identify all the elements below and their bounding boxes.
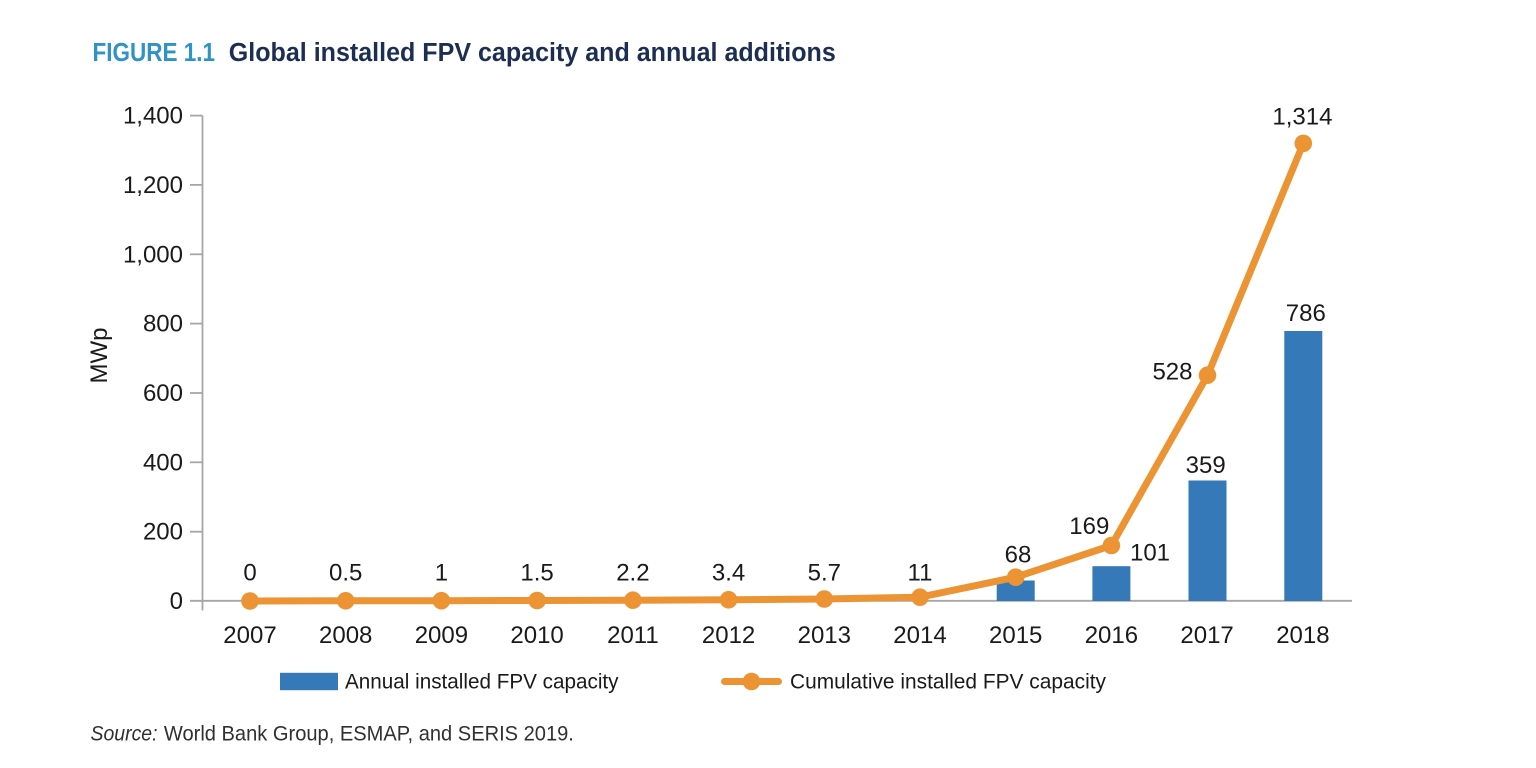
svg-text:2014: 2014 xyxy=(893,622,946,649)
svg-text:2015: 2015 xyxy=(989,622,1042,649)
svg-text:2011: 2011 xyxy=(607,622,659,649)
svg-text:2012: 2012 xyxy=(702,622,755,649)
svg-text:Annual installed FPV capacity: Annual installed FPV capacity xyxy=(345,670,619,693)
svg-text:0: 0 xyxy=(170,588,183,615)
svg-text:1,314: 1,314 xyxy=(1272,104,1332,131)
svg-text:200: 200 xyxy=(143,519,183,546)
svg-text:World Bank Group, ESMAP, and S: World Bank Group, ESMAP, and SERIS 2019. xyxy=(164,723,574,746)
svg-text:2010: 2010 xyxy=(510,622,563,649)
svg-text:101: 101 xyxy=(1130,539,1170,566)
svg-text:68: 68 xyxy=(1005,542,1032,569)
svg-text:2016: 2016 xyxy=(1085,622,1138,649)
svg-text:5.7: 5.7 xyxy=(808,559,841,586)
svg-text:2013: 2013 xyxy=(798,622,851,649)
svg-text:11: 11 xyxy=(908,559,933,586)
svg-text:2007: 2007 xyxy=(223,622,276,649)
svg-text:1,200: 1,200 xyxy=(123,172,183,199)
svg-text:600: 600 xyxy=(143,380,183,407)
svg-text:1.5: 1.5 xyxy=(520,559,553,586)
svg-text:Source:: Source: xyxy=(91,723,158,746)
svg-text:786: 786 xyxy=(1286,300,1326,327)
svg-text:2017: 2017 xyxy=(1180,622,1233,649)
svg-text:800: 800 xyxy=(143,311,183,338)
svg-text:2009: 2009 xyxy=(415,622,468,649)
svg-text:FIGURE 1.1: FIGURE 1.1 xyxy=(93,39,216,67)
svg-text:400: 400 xyxy=(143,449,183,476)
svg-text:2008: 2008 xyxy=(319,622,372,649)
svg-text:1,400: 1,400 xyxy=(123,103,183,130)
svg-text:Cumulative installed FPV capac: Cumulative installed FPV capacity xyxy=(790,670,1106,693)
svg-text:0: 0 xyxy=(243,559,256,586)
svg-text:528: 528 xyxy=(1152,359,1192,386)
svg-text:359: 359 xyxy=(1186,452,1226,479)
svg-text:1: 1 xyxy=(435,559,448,586)
svg-text:3.4: 3.4 xyxy=(712,559,745,586)
svg-text:169: 169 xyxy=(1069,513,1109,540)
svg-text:2.2: 2.2 xyxy=(616,559,649,586)
svg-text:0.5: 0.5 xyxy=(329,559,362,586)
svg-text:2018: 2018 xyxy=(1276,622,1329,649)
svg-text:MWp: MWp xyxy=(86,328,113,384)
svg-text:Global installed FPV capacity: Global installed FPV capacity and annual… xyxy=(229,39,836,67)
svg-text:1,000: 1,000 xyxy=(123,241,183,268)
